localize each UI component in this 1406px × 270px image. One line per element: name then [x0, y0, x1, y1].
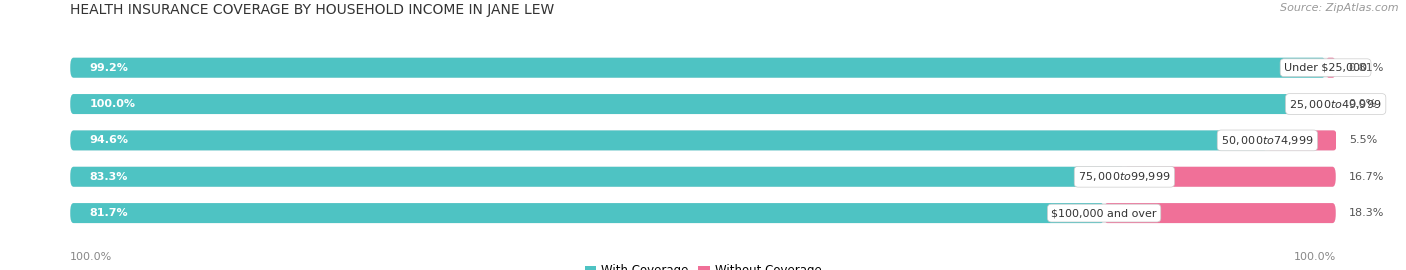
Text: $75,000 to $99,999: $75,000 to $99,999 — [1078, 170, 1171, 183]
Text: 100.0%: 100.0% — [90, 99, 135, 109]
FancyBboxPatch shape — [70, 58, 1326, 78]
FancyBboxPatch shape — [70, 94, 1336, 114]
Text: 0.0%: 0.0% — [1348, 99, 1376, 109]
Text: 94.6%: 94.6% — [90, 135, 128, 146]
Legend: With Coverage, Without Coverage: With Coverage, Without Coverage — [579, 259, 827, 270]
Text: $50,000 to $74,999: $50,000 to $74,999 — [1222, 134, 1313, 147]
Text: 99.2%: 99.2% — [90, 63, 128, 73]
FancyBboxPatch shape — [1104, 203, 1336, 223]
Text: 0.81%: 0.81% — [1348, 63, 1384, 73]
FancyBboxPatch shape — [70, 94, 1336, 114]
FancyBboxPatch shape — [1125, 167, 1336, 187]
FancyBboxPatch shape — [70, 58, 1336, 78]
Text: 16.7%: 16.7% — [1348, 172, 1384, 182]
Text: $100,000 and over: $100,000 and over — [1052, 208, 1157, 218]
Text: 18.3%: 18.3% — [1348, 208, 1384, 218]
Text: $25,000 to $49,999: $25,000 to $49,999 — [1289, 97, 1382, 110]
FancyBboxPatch shape — [70, 203, 1336, 223]
Text: 81.7%: 81.7% — [90, 208, 128, 218]
FancyBboxPatch shape — [70, 130, 1267, 150]
Text: 83.3%: 83.3% — [90, 172, 128, 182]
Text: 5.5%: 5.5% — [1350, 135, 1378, 146]
FancyBboxPatch shape — [70, 167, 1125, 187]
FancyBboxPatch shape — [70, 130, 1336, 150]
FancyBboxPatch shape — [1267, 130, 1337, 150]
FancyBboxPatch shape — [70, 167, 1336, 187]
Text: HEALTH INSURANCE COVERAGE BY HOUSEHOLD INCOME IN JANE LEW: HEALTH INSURANCE COVERAGE BY HOUSEHOLD I… — [70, 3, 554, 17]
FancyBboxPatch shape — [70, 203, 1104, 223]
Text: 100.0%: 100.0% — [1294, 251, 1336, 262]
Text: 100.0%: 100.0% — [70, 251, 112, 262]
Text: Source: ZipAtlas.com: Source: ZipAtlas.com — [1281, 3, 1399, 13]
Text: Under $25,000: Under $25,000 — [1284, 63, 1367, 73]
FancyBboxPatch shape — [1326, 58, 1336, 78]
